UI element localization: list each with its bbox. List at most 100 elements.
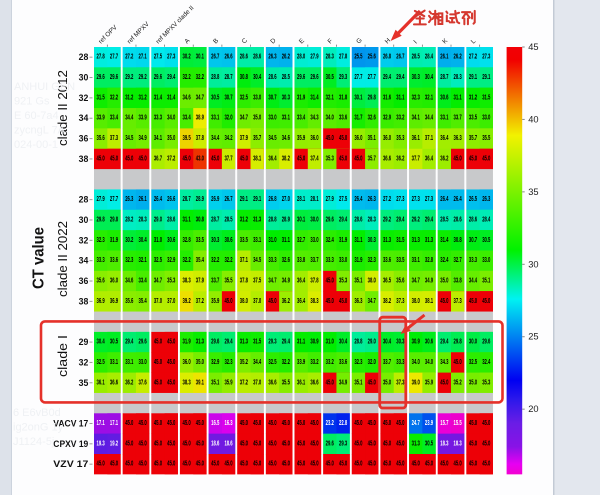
svg-text:29.6: 29.6 <box>482 339 490 346</box>
svg-text:34.6: 34.6 <box>282 135 290 142</box>
svg-text:45.0: 45.0 <box>297 461 305 468</box>
svg-text:31.8: 31.8 <box>339 94 347 101</box>
svg-text:F: F <box>327 38 335 46</box>
svg-text:45.0: 45.0 <box>139 461 147 468</box>
svg-text:28.8: 28.8 <box>211 74 219 81</box>
svg-text:15.5: 15.5 <box>454 420 462 427</box>
svg-text:45.0: 45.0 <box>97 461 105 468</box>
svg-text:29.4: 29.4 <box>396 216 404 223</box>
svg-text:35.6: 35.6 <box>97 135 105 142</box>
svg-text:32: 32 <box>79 235 89 245</box>
svg-text:28.6: 28.6 <box>253 54 261 61</box>
svg-text:32.3: 32.3 <box>224 359 232 366</box>
svg-text:ig2onG 1y: ig2onG 1y <box>13 422 64 434</box>
svg-text:clade I: clade I <box>55 335 70 377</box>
svg-text:45.0: 45.0 <box>253 420 261 427</box>
svg-text:45.0: 45.0 <box>440 298 448 305</box>
svg-text:45.0: 45.0 <box>482 155 490 162</box>
svg-text:18.3: 18.3 <box>440 440 448 447</box>
svg-text:29.4: 29.4 <box>383 74 391 81</box>
svg-text:45.0: 45.0 <box>139 155 147 162</box>
svg-text:26.9: 26.9 <box>211 196 219 203</box>
svg-text:16.3: 16.3 <box>224 420 232 427</box>
svg-text:26.7: 26.7 <box>396 54 404 61</box>
svg-text:45.0: 45.0 <box>482 298 490 305</box>
svg-text:45.0: 45.0 <box>454 461 462 468</box>
svg-text:29.1: 29.1 <box>469 74 477 81</box>
svg-text:33.0: 33.0 <box>139 359 147 366</box>
svg-text:27.2: 27.2 <box>125 54 133 61</box>
svg-text:29.0: 29.0 <box>368 339 376 346</box>
svg-text:26.5: 26.5 <box>469 196 477 203</box>
svg-text:39.5: 39.5 <box>182 135 190 142</box>
svg-text:34: 34 <box>79 113 89 123</box>
svg-text:45.0: 45.0 <box>396 440 404 447</box>
svg-text:28.8: 28.8 <box>268 216 276 223</box>
svg-text:34.5: 34.5 <box>253 257 261 264</box>
svg-text:26.2: 26.2 <box>282 54 290 61</box>
svg-text:32.1: 32.1 <box>425 94 433 101</box>
svg-text:24.7: 24.7 <box>412 420 420 427</box>
svg-text:VACV 17: VACV 17 <box>53 418 88 428</box>
svg-text:clade II 2022: clade II 2022 <box>55 221 70 297</box>
svg-text:28.4: 28.4 <box>482 216 490 223</box>
svg-text:32.4: 32.4 <box>440 257 448 264</box>
svg-text:29.4: 29.4 <box>167 74 175 81</box>
svg-text:35.0: 35.0 <box>440 278 448 285</box>
svg-text:29.6: 29.6 <box>110 74 118 81</box>
svg-text:31.6: 31.6 <box>383 94 391 101</box>
svg-text:34.9: 34.9 <box>339 379 347 386</box>
svg-text:33.1: 33.1 <box>440 115 448 122</box>
svg-text:37.8: 37.8 <box>310 278 318 285</box>
svg-text:28.7: 28.7 <box>211 216 219 223</box>
svg-text:32.3: 32.3 <box>368 257 376 264</box>
svg-text:45.0: 45.0 <box>282 440 290 447</box>
svg-text:32.9: 32.9 <box>167 257 175 264</box>
svg-text:36.3: 36.3 <box>354 298 362 305</box>
svg-text:37.1: 37.1 <box>240 257 248 264</box>
svg-text:35.4: 35.4 <box>139 298 147 305</box>
svg-text:32.0: 32.0 <box>224 115 232 122</box>
svg-text:31.0: 31.0 <box>154 237 162 244</box>
svg-text:29.4: 29.4 <box>224 339 232 346</box>
svg-text:45.0: 45.0 <box>326 379 334 386</box>
svg-text:33.3: 33.3 <box>396 359 404 366</box>
svg-text:30.3: 30.3 <box>412 74 420 81</box>
svg-text:32.4: 32.4 <box>482 359 490 366</box>
svg-text:27.3: 27.3 <box>425 196 433 203</box>
svg-text:37.0: 37.0 <box>253 379 261 386</box>
svg-text:38.0: 38.0 <box>412 298 420 305</box>
svg-text:26.3: 26.3 <box>125 196 133 203</box>
svg-text:30.6: 30.6 <box>440 94 448 101</box>
svg-text:32.3: 32.3 <box>354 359 362 366</box>
svg-text:26.4: 26.4 <box>354 196 362 203</box>
svg-text:30.7: 30.7 <box>224 94 232 101</box>
svg-text:45.0: 45.0 <box>268 298 276 305</box>
svg-text:33.2: 33.2 <box>310 359 318 366</box>
svg-text:C: C <box>241 37 249 45</box>
svg-text:45.0: 45.0 <box>182 461 190 468</box>
svg-text:28.0: 28.0 <box>297 54 305 61</box>
svg-text:45.0: 45.0 <box>454 155 462 162</box>
svg-text:37.2: 37.2 <box>196 298 204 305</box>
svg-text:29.4: 29.4 <box>282 339 290 346</box>
svg-text:38.3: 38.3 <box>182 278 190 285</box>
svg-text:34.4: 34.4 <box>469 278 477 285</box>
svg-text:40: 40 <box>528 114 538 124</box>
svg-text:35.9: 35.9 <box>211 298 219 305</box>
svg-text:35.3: 35.3 <box>482 379 490 386</box>
svg-text:35: 35 <box>79 378 89 388</box>
svg-text:33.5: 33.5 <box>469 115 477 122</box>
svg-text:34.7: 34.7 <box>412 278 420 285</box>
svg-text:35.2: 35.2 <box>240 359 248 366</box>
svg-text:35.0: 35.0 <box>383 379 391 386</box>
svg-text:38.2: 38.2 <box>282 155 290 162</box>
svg-text:34.0: 34.0 <box>326 115 334 122</box>
svg-text:33.7: 33.7 <box>454 115 462 122</box>
svg-text:35.7: 35.7 <box>253 135 261 142</box>
svg-text:19.2: 19.2 <box>110 440 118 447</box>
svg-text:31.0: 31.0 <box>326 339 334 346</box>
svg-text:33.7: 33.7 <box>383 359 391 366</box>
svg-text:33.3: 33.3 <box>326 257 334 264</box>
svg-text:45.0: 45.0 <box>268 420 276 427</box>
